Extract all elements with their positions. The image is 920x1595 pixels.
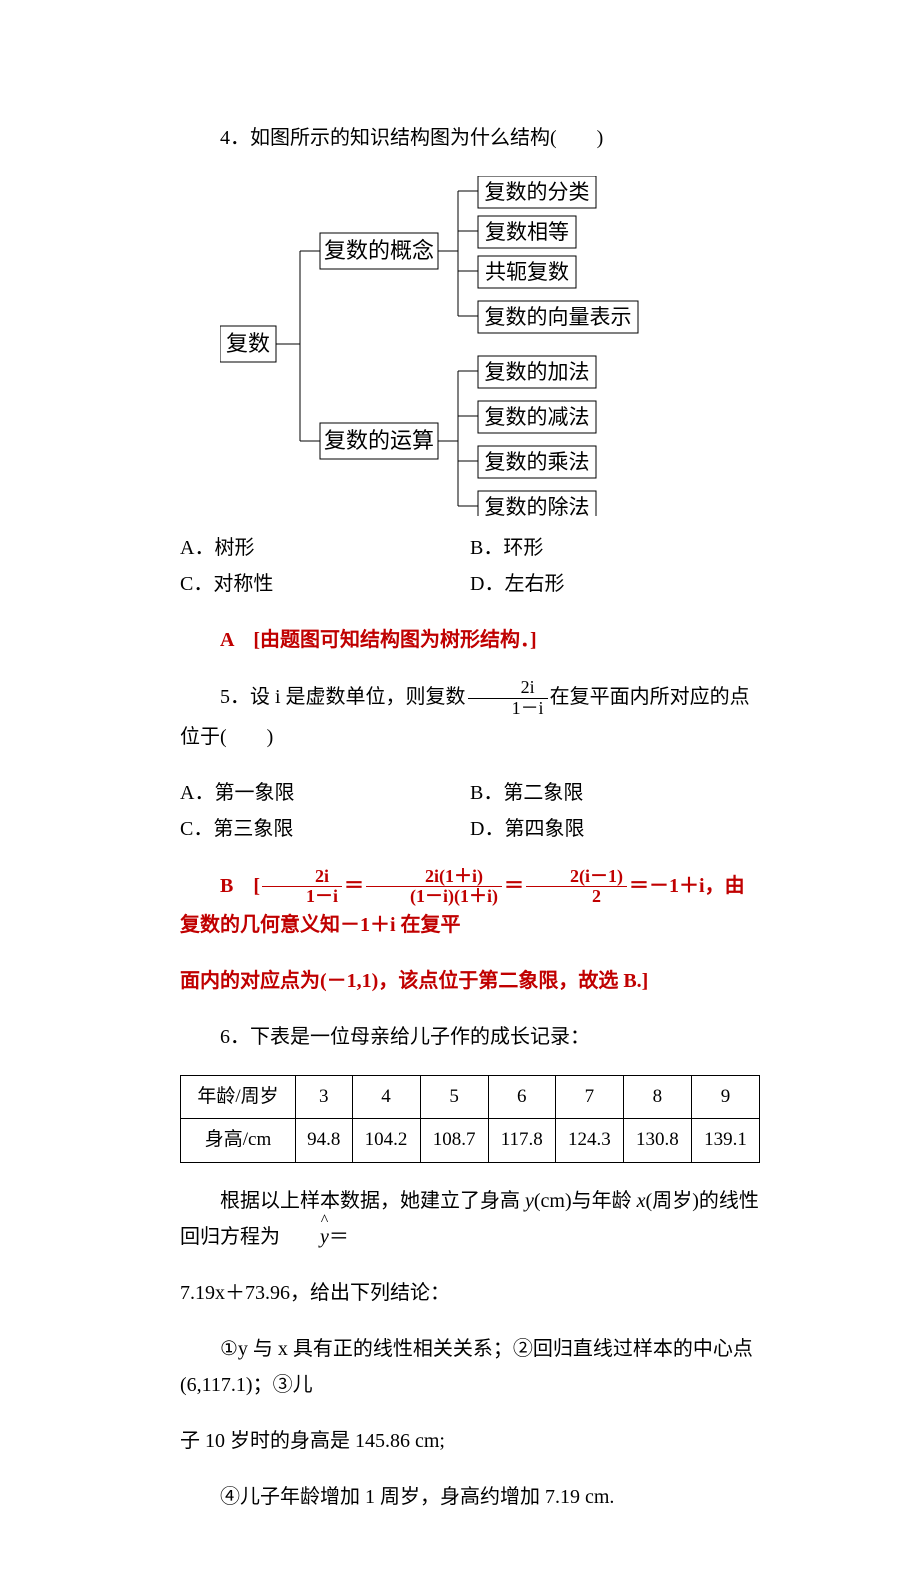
page: 4．如图所示的知识结构图为什么结构( ) 复数 复数的概念 复数的运算	[0, 0, 920, 1595]
q6-after1: 根据以上样本数据，她建立了身高 y(cm)与年龄 x(周岁)的线性回归方程为y＝	[180, 1183, 760, 1255]
q5-stem: 5．设 i 是虚数单位，则复数2i1－i在复平面内所对应的点位于( )	[180, 678, 760, 755]
tree-leaf: 复数的分类	[478, 176, 596, 208]
q5-answer-line1: B [2i1－i＝2i(1＋i)(1－i)(1＋i)＝2(i－1)2＝－1＋i，…	[180, 867, 760, 944]
q5-number: 5．	[220, 686, 250, 708]
q5-opt-a: A．第一象限	[180, 775, 470, 811]
svg-text:复数的加法: 复数的加法	[485, 360, 590, 384]
tree-leaf: 复数的向量表示	[478, 301, 638, 333]
q4-tree: 复数 复数的概念 复数的运算 复数的分类 复数相等 共轭复数 复数的向量表示	[220, 176, 760, 516]
q4-answer: A [由题图可知结构图为树形结构．]	[180, 622, 760, 658]
q5-sol-f2: 2i(1＋i)(1－i)(1＋i)	[366, 867, 502, 908]
tree-branch-1: 复数的概念	[320, 233, 438, 269]
tree-leaf: 复数相等	[478, 216, 576, 248]
q4-opt-a: A．树形	[180, 530, 470, 566]
q4-options: A．树形 B．环形 C．对称性 D．左右形	[180, 530, 760, 602]
q6-text: 下表是一位母亲给儿子作的成长记录：	[250, 1026, 590, 1048]
q5-pre: 设 i 是虚数单位，则复数	[250, 686, 466, 708]
q6-row2-label: 身高/cm	[181, 1119, 296, 1162]
q6-c2: ④儿子年龄增加 1 周岁，身高约增加 7.19 cm.	[180, 1479, 760, 1515]
tree-svg: 复数 复数的概念 复数的运算 复数的分类 复数相等 共轭复数 复数的向量表示	[220, 176, 650, 516]
svg-text:复数的向量表示: 复数的向量表示	[485, 305, 632, 329]
svg-text:复数的分类: 复数的分类	[485, 180, 590, 204]
q4-text: 如图所示的知识结构图为什么结构( )	[250, 127, 603, 149]
q5-opt-d: D．第四象限	[470, 811, 760, 847]
q6-table: 年龄/周岁 3 4 5 6 7 8 9 身高/cm 94.8 104.2 108…	[180, 1075, 760, 1162]
q6-number: 6．	[220, 1026, 250, 1048]
q4-opt-d: D．左右形	[470, 566, 760, 602]
q6-c1b: 子 10 岁时的身高是 145.86 cm;	[180, 1423, 760, 1459]
tree-leaf: 复数的减法	[478, 401, 596, 433]
tree-leaf: 复数的加法	[478, 356, 596, 388]
tree-leaf: 复数的乘法	[478, 446, 596, 478]
tree-leaf: 共轭复数	[478, 256, 576, 288]
q5-sol-f1: 2i1－i	[262, 867, 342, 908]
q5-options: A．第一象限 B．第二象限 C．第三象限 D．第四象限	[180, 775, 760, 847]
q4-answer-text: [由题图可知结构图为树形结构．]	[253, 629, 536, 651]
table-row: 身高/cm 94.8 104.2 108.7 117.8 124.3 130.8…	[181, 1119, 760, 1162]
q5-sol-f3: 2(i－1)2	[526, 867, 627, 908]
q5-answer-letter: B	[220, 874, 233, 896]
q4-opt-b: B．环形	[470, 530, 760, 566]
table-row: 年龄/周岁 3 4 5 6 7 8 9	[181, 1076, 760, 1119]
q6-after2: 7.19x＋73.96，给出下列结论：	[180, 1275, 760, 1311]
svg-text:复数的减法: 复数的减法	[485, 405, 590, 429]
q5-answer-line2: 面内的对应点为(－1,1)，该点位于第二象限，故选 B.]	[180, 963, 760, 999]
tree-b2-label: 复数的运算	[324, 428, 434, 453]
q5-frac1: 2i1－i	[468, 678, 548, 719]
svg-text:共轭复数: 共轭复数	[485, 260, 569, 284]
q4-answer-letter: A	[220, 629, 233, 651]
tree-leaf: 复数的除法	[478, 491, 596, 516]
q6-c1: ①y 与 x 具有正的线性相关关系；②回归直线过样本的中心点(6,117.1)；…	[180, 1331, 760, 1403]
q4-opt-c: C．对称性	[180, 566, 470, 602]
q5-opt-b: B．第二象限	[470, 775, 760, 811]
tree-root-node: 复数	[220, 326, 276, 362]
q6-stem: 6．下表是一位母亲给儿子作的成长记录：	[180, 1019, 760, 1055]
q6-row1-label: 年龄/周岁	[181, 1076, 296, 1119]
q4-number: 4．	[220, 127, 250, 149]
svg-text:复数的除法: 复数的除法	[485, 495, 590, 516]
tree-branch-2: 复数的运算	[320, 423, 438, 459]
tree-b1-label: 复数的概念	[324, 238, 434, 263]
y-hat: y	[280, 1219, 329, 1255]
svg-text:复数的乘法: 复数的乘法	[485, 450, 590, 474]
q4-stem: 4．如图所示的知识结构图为什么结构( )	[180, 120, 760, 156]
svg-text:复数相等: 复数相等	[485, 220, 569, 244]
q5-opt-c: C．第三象限	[180, 811, 470, 847]
tree-root-label: 复数	[226, 331, 270, 356]
